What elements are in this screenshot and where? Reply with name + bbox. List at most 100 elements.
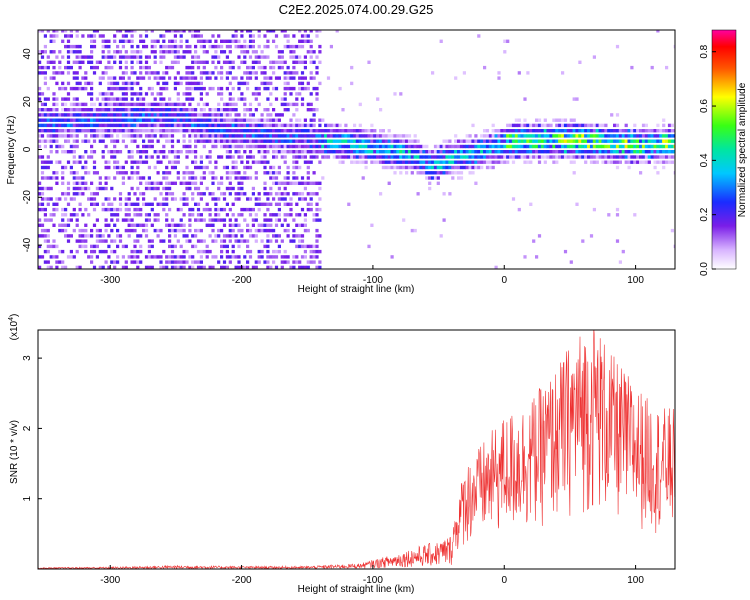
spectrogram-cell (222, 239, 227, 243)
spectrogram-cell (211, 218, 215, 222)
spectrogram-cell (491, 155, 495, 159)
spectrogram-cell (211, 71, 215, 75)
spectrogram-cell (191, 65, 195, 70)
spectrogram-cell (315, 265, 319, 269)
spectrogram-cell (650, 65, 654, 70)
spectrogram-cell (101, 71, 105, 75)
spectrogram-cell (422, 144, 426, 149)
spectrogram-cell (315, 34, 319, 38)
spectrogram-cell (127, 192, 131, 196)
spectrogram-cell (55, 171, 59, 175)
spectrogram-cell (309, 244, 313, 249)
spectrogram-cell (520, 139, 524, 143)
spectrogram-cell (410, 150, 414, 154)
spectrogram-cell (280, 102, 284, 107)
spectrogram-cell (488, 155, 492, 159)
spectrogram-cell (274, 34, 279, 38)
spectrogram-cell (248, 144, 253, 149)
spectrogram-cell (604, 129, 608, 133)
spectrogram-cell (509, 134, 513, 138)
snr-x-ticks: -300 -200 -100 0 100 (100, 565, 644, 586)
spectrogram-cell (237, 197, 241, 201)
spectrogram-cell (269, 265, 273, 269)
spectrogram-cell (641, 160, 646, 164)
spectrogram-cell (222, 39, 227, 43)
spectrogram-cell (196, 65, 201, 70)
spectrogram-cell (130, 202, 134, 206)
spectrogram-cell (127, 134, 131, 138)
spectrogram-cell (257, 134, 261, 138)
spectrogram-cell (300, 129, 305, 133)
spectrogram-cell (263, 171, 267, 175)
spectrogram-cell (344, 139, 348, 143)
spectrogram-cell (196, 129, 201, 133)
spectrogram-cell (214, 129, 218, 133)
spectrogram-cell (110, 113, 114, 117)
spectrogram-cell (49, 34, 53, 38)
spectrogram-cell (306, 181, 310, 185)
spectrogram-cell (277, 150, 281, 154)
spectrogram-cell (38, 244, 42, 249)
spectrogram-cell (159, 160, 163, 164)
colorbar-tick-label: 0.4 (699, 153, 710, 167)
spectrogram-cell (170, 39, 175, 43)
spectrogram-cell (315, 155, 319, 159)
spectrogram-cell (52, 255, 56, 259)
spectrogram-cell (303, 139, 307, 143)
spectrogram-cell (237, 81, 241, 86)
spectrogram-cell (575, 123, 579, 128)
spectrogram-cell (104, 134, 108, 138)
spectrogram-cell (248, 76, 253, 80)
spectrogram-cell (272, 144, 276, 149)
spectrogram-cell (69, 150, 73, 154)
spectrogram-cell (220, 71, 224, 75)
spectrogram-cell (257, 202, 261, 206)
spectrogram-cell (503, 134, 507, 138)
spectrogram-cell (251, 71, 255, 75)
spectrogram-cell (543, 134, 547, 138)
spectrogram-cell (263, 160, 267, 164)
spectrogram-cell (246, 86, 250, 91)
spectrogram-cell (529, 202, 533, 206)
spectrogram-cell (124, 228, 128, 233)
snr-y-multiplier: (x104) (8, 314, 20, 341)
spectrogram-cell (552, 129, 556, 133)
spectrogram-cell (390, 165, 394, 170)
spectrogram-cell (303, 186, 307, 191)
spectrogram-cell (260, 160, 264, 164)
spectrogram-cell (176, 255, 180, 259)
spectrogram-cell (266, 207, 270, 212)
spectrogram-y-label: Frequency (Hz) (6, 116, 17, 185)
spectrogram-cell (555, 144, 559, 149)
spectrogram-cell (144, 155, 149, 159)
spectrogram-cell (300, 197, 305, 201)
spectrogram-cell (147, 186, 151, 191)
spectrogram-cell (58, 144, 62, 149)
spectrogram-cell (650, 155, 654, 159)
spectrogram-cell (300, 86, 305, 91)
spectrogram-cell (263, 192, 267, 196)
spectrogram-cell (153, 108, 157, 112)
spectrogram-cell (312, 244, 316, 249)
spectrogram-cell (578, 123, 582, 128)
spectrogram-cell (179, 260, 183, 264)
spectrogram-cell (191, 123, 195, 128)
spectrogram-cell (92, 223, 97, 227)
spectrogram-cell (66, 71, 71, 75)
spectrogram-cell (46, 134, 50, 138)
spectrogram-cell (361, 155, 365, 159)
spectrogram-cell (393, 165, 397, 170)
spectrogram-cell (208, 150, 212, 154)
spectrogram-cell (289, 139, 293, 143)
spectrogram-cell (168, 97, 172, 101)
spectrogram-cell (217, 260, 221, 264)
spectrogram-cell (370, 134, 374, 138)
spectrogram-cell (306, 176, 310, 180)
spectrogram-cell (613, 160, 617, 164)
spectrogram-cell (90, 129, 94, 133)
spectrogram-cell (194, 150, 198, 154)
spectrogram-cell (535, 255, 539, 259)
spectrogram-cell (263, 165, 267, 170)
spectrogram-cell (274, 150, 279, 154)
spectrogram-cell (150, 71, 154, 75)
